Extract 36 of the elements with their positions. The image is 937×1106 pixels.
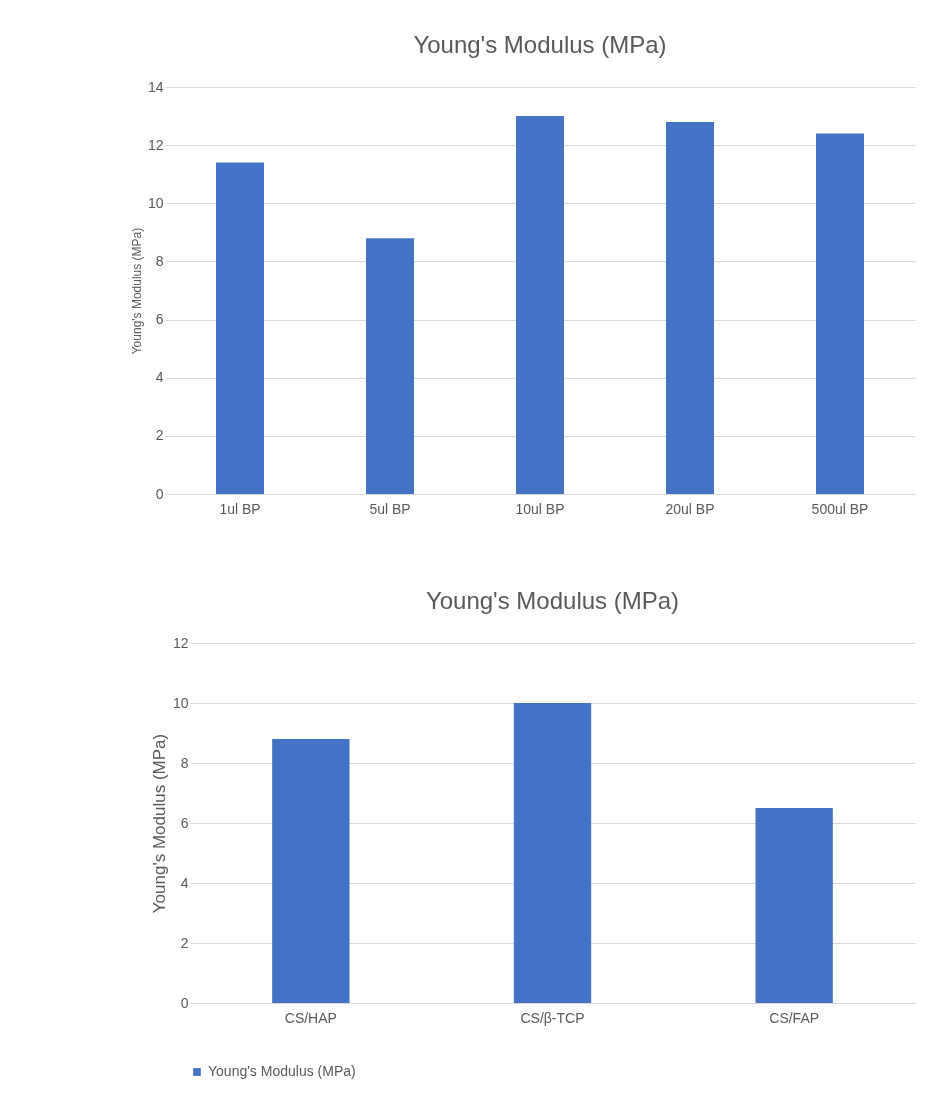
x-tick-label: 1ul BP xyxy=(219,500,261,517)
y-axis-title: Young's Modulus (MPa) xyxy=(129,227,144,355)
y-tick-label: 14 xyxy=(147,78,164,95)
x-tick-label: CS/FAP xyxy=(769,1009,820,1026)
y-tick-label: 0 xyxy=(180,994,189,1011)
bar xyxy=(513,703,592,1003)
y-tick-label: 6 xyxy=(180,814,189,831)
x-tick-label: 5ul BP xyxy=(369,500,411,517)
chart-title: Young's Modulus (MPa) xyxy=(413,31,667,58)
y-tick-label: 8 xyxy=(180,754,189,771)
bar xyxy=(755,808,833,1003)
y-tick-label: 2 xyxy=(155,427,164,444)
x-tick-label: 20ul BP xyxy=(665,500,715,517)
y-tick-label: 12 xyxy=(147,136,164,153)
y-tick-label: 6 xyxy=(155,311,164,328)
bar xyxy=(516,116,564,494)
bar xyxy=(272,739,350,1003)
y-tick-label: 2 xyxy=(180,934,189,951)
bar xyxy=(666,121,714,494)
bar xyxy=(216,162,264,494)
y-tick-label: 10 xyxy=(172,694,189,711)
y-axis-title: Young's Modulus (MPa) xyxy=(149,733,169,914)
bar xyxy=(366,238,414,494)
legend-label: Young's Modulus (MPa) xyxy=(208,1063,356,1079)
x-tick-label: CS/β-TCP xyxy=(520,1009,585,1026)
y-tick-label: 4 xyxy=(180,874,189,891)
x-tick-label: 10ul BP xyxy=(515,500,565,517)
y-tick-label: 4 xyxy=(155,369,164,386)
y-tick-label: 0 xyxy=(155,485,164,502)
bar xyxy=(816,133,864,494)
x-tick-label: CS/HAP xyxy=(284,1009,337,1026)
x-tick-label: 500ul BP xyxy=(811,500,869,517)
y-tick-label: 8 xyxy=(155,252,164,269)
y-tick-label: 10 xyxy=(147,194,164,211)
y-tick-label: 12 xyxy=(172,634,189,651)
chart-title: Young's Modulus (MPa) xyxy=(425,587,680,614)
